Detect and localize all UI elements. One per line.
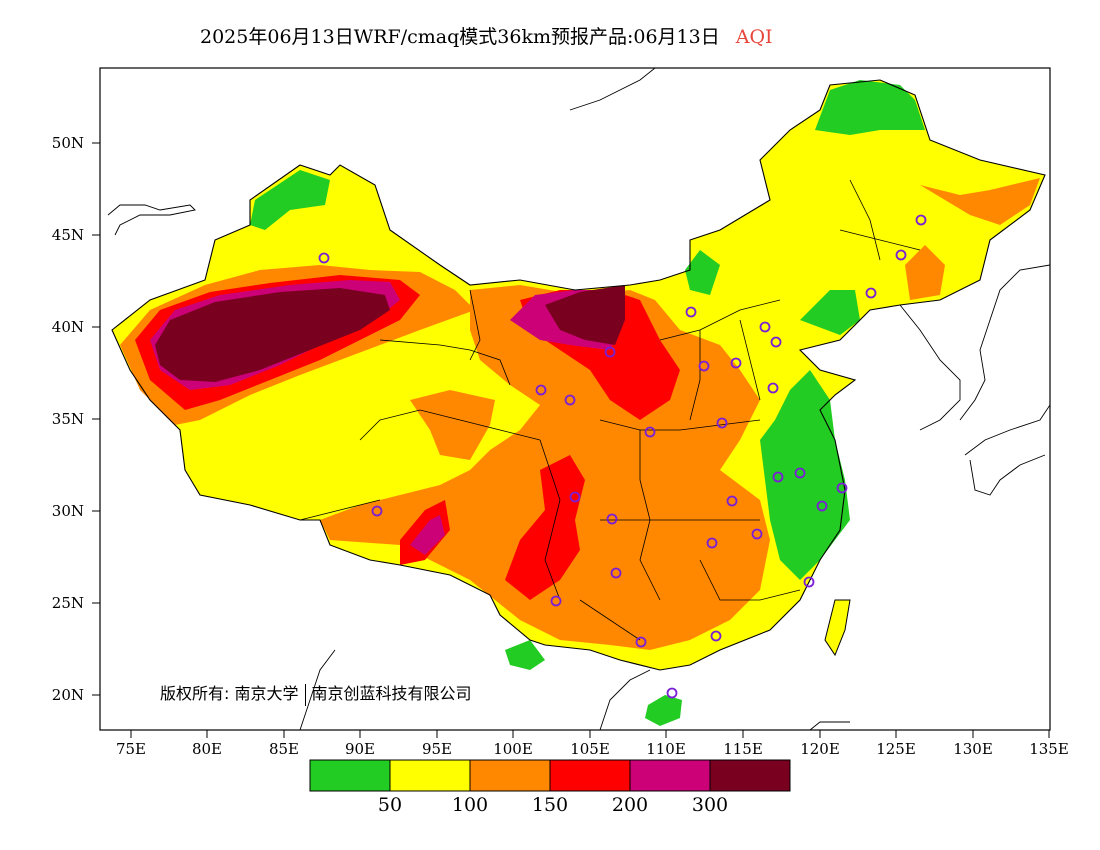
lat-label: 50N — [51, 134, 84, 152]
lon-label: 120E — [800, 740, 840, 758]
lon-label: 95E — [421, 740, 453, 758]
lat-ticks — [92, 142, 100, 696]
colorbar-label: 100 — [451, 794, 489, 816]
city-markers — [318, 214, 927, 699]
map-field — [107, 68, 1050, 730]
colorbar — [309, 759, 791, 792]
colorbar-label: 150 — [531, 794, 569, 816]
lat-label: 25N — [51, 594, 84, 612]
lon-label: 115E — [723, 740, 763, 758]
lon-label: 125E — [876, 740, 916, 758]
taiwan-island — [824, 599, 851, 657]
aqi-region-green-bohai — [800, 290, 860, 335]
hainan-island — [645, 695, 682, 726]
colorbar-swatch — [389, 759, 471, 792]
colorbar-swatch — [469, 759, 551, 792]
aqi-region-green-ne — [815, 80, 925, 135]
colorbar-label: 50 — [377, 794, 403, 816]
aqi-region-green-nw — [250, 170, 330, 230]
copyright-label: 版权所有: — [160, 684, 230, 703]
country-outline — [111, 79, 1046, 671]
aqi-region-orange-plateau — [410, 390, 495, 460]
lon-label: 135E — [1029, 740, 1069, 758]
colorbar-swatch — [309, 759, 391, 792]
lon-label: 130E — [953, 740, 993, 758]
lat-label: 30N — [51, 502, 84, 520]
lon-label: 105E — [570, 740, 610, 758]
lon-label: 110E — [646, 740, 686, 758]
lon-label: 85E — [268, 740, 300, 758]
lon-label: 80E — [191, 740, 223, 758]
copyright-separator — [304, 683, 306, 706]
map-title: 2025年06月13日WRF/cmaq模式36km预报产品:06月13日 AQI — [200, 22, 773, 49]
aqi-region-maroon-tarim — [155, 288, 390, 382]
lon-label: 100E — [493, 740, 533, 758]
colorbar-swatch — [549, 759, 631, 792]
lat-label: 40N — [51, 318, 84, 336]
colorbar-label: 300 — [691, 794, 729, 816]
colorbar-swatch — [629, 759, 711, 792]
lon-label: 75E — [115, 740, 147, 758]
province-boundaries — [299, 179, 921, 641]
aqi-region-magenta-tibet — [410, 515, 445, 555]
aqi-region-green-south — [505, 640, 545, 670]
aqi-region-orange-ne2 — [905, 245, 945, 300]
colorbar-swatch — [709, 759, 791, 792]
lat-label: 20N — [51, 686, 84, 704]
lon-label: 90E — [344, 740, 376, 758]
aqi-region-orange-ne — [920, 178, 1040, 225]
copyright-notice: 版权所有: 南京大学 南京创蓝科技有限公司 — [160, 680, 472, 706]
aqi-region-green-inner — [685, 250, 720, 295]
lat-label: 35N — [51, 410, 84, 428]
aqi-region-maroon-north — [545, 285, 625, 345]
map-frame — [99, 67, 1051, 731]
title-main: 2025年06月13日WRF/cmaq模式36km预报产品:06月13日 — [200, 26, 720, 48]
aqi-region-red-sw — [505, 455, 585, 600]
copyright-org1: 南京大学 — [234, 684, 299, 703]
lat-label: 45N — [51, 226, 84, 244]
lon-ticks — [130, 730, 1050, 738]
copyright-org2: 南京创蓝科技有限公司 — [311, 684, 472, 703]
colorbar-label: 200 — [611, 794, 649, 816]
coastlines — [107, 68, 1050, 730]
title-variable: AQI — [735, 26, 773, 48]
